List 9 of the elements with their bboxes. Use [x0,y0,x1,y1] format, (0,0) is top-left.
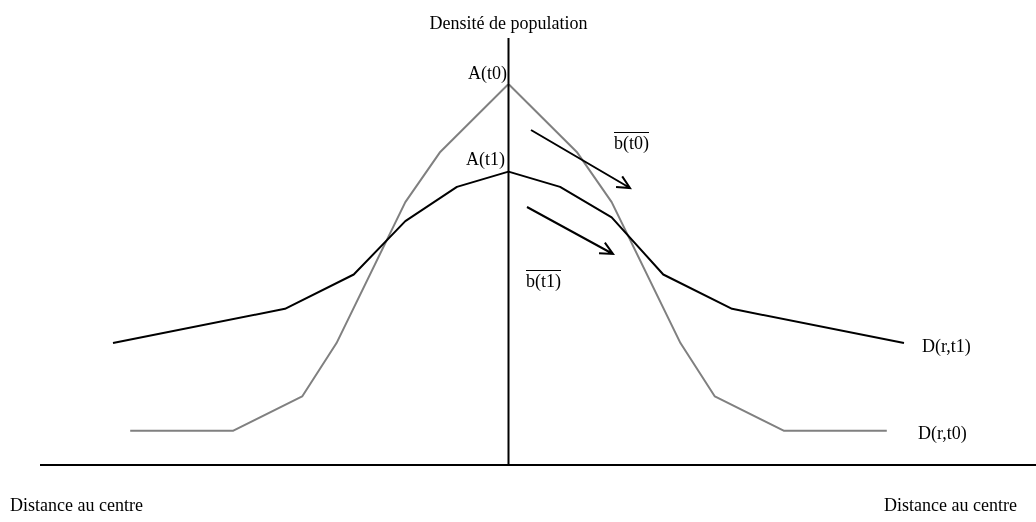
text: A(t0) [468,63,507,83]
y-axis-title: Densité de population [429,13,588,33]
annotation: A(t1) [466,149,505,169]
text: Distance au centre [884,495,1017,515]
annotation: b(t0) [614,133,649,153]
series-label: D(r,t1) [922,335,971,357]
annotation: b(t1) [526,271,561,291]
series-label: D(r,t0) [918,423,967,445]
x-axis-title: Distance au centre [10,495,143,515]
